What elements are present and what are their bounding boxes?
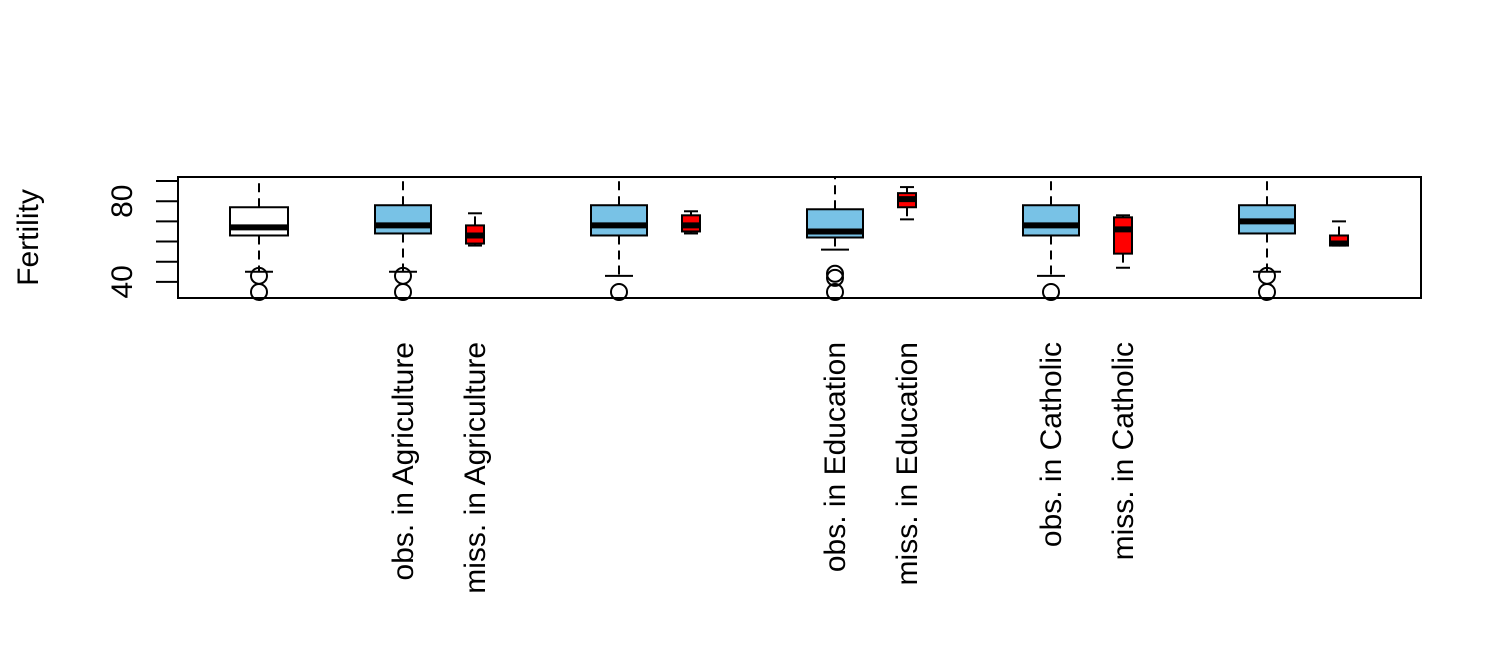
outlier-point	[1258, 266, 1276, 285]
box-body	[1022, 204, 1080, 237]
box-5	[681, 210, 701, 235]
x-category-label: miss. in Education	[891, 342, 924, 585]
box-8	[1022, 176, 1080, 301]
box-11	[1329, 220, 1349, 247]
outlier-point	[610, 282, 628, 301]
box-3	[465, 212, 485, 247]
box-1	[229, 176, 289, 301]
outlier-point	[394, 266, 412, 285]
x-category-label: obs. in Agriculture	[387, 342, 420, 580]
box-9	[1113, 214, 1133, 269]
plot-border	[177, 176, 1422, 299]
outlier-point	[250, 266, 268, 285]
boxes	[229, 176, 1349, 301]
outlier-point	[826, 264, 844, 283]
x-category-label: obs. in Catholic	[1035, 342, 1068, 547]
x-category-label: miss. in Agriculture	[459, 342, 492, 594]
outlier-point	[1042, 282, 1060, 301]
x-axis-labels: obs. in Agriculture miss. in Agriculture o…	[387, 342, 1140, 594]
outlier-point	[826, 282, 844, 301]
box-10	[1238, 176, 1296, 301]
y-axis: 40 80	[106, 180, 178, 299]
y-axis-title: Fertility	[12, 189, 45, 286]
box-2	[374, 176, 432, 301]
box-body	[590, 204, 648, 237]
y-tick-label: 80	[106, 185, 139, 218]
box-7	[897, 186, 917, 221]
box-body	[374, 204, 432, 235]
box-4	[590, 176, 648, 301]
x-category-label: miss. in Catholic	[1107, 342, 1140, 560]
x-category-label: obs. in Education	[819, 342, 852, 572]
box-body	[1113, 216, 1133, 255]
box-body	[229, 206, 289, 237]
box-6	[806, 176, 864, 301]
plot-frame	[177, 176, 1422, 299]
y-tick-label: 40	[106, 265, 139, 298]
